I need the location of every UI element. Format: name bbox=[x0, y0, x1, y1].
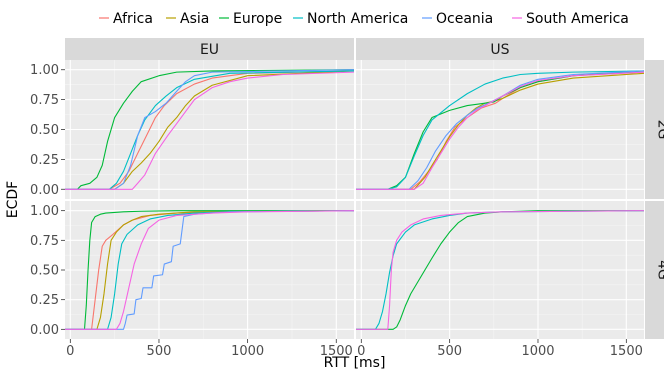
y-tick-label: 0.50 bbox=[30, 264, 59, 279]
legend-item-south-america: South America bbox=[512, 11, 629, 27]
legend-label-europe: Europe bbox=[233, 11, 282, 27]
legend-item-europe: Europe bbox=[219, 11, 282, 27]
x-tick-label: 1000 bbox=[231, 344, 264, 359]
series-line-south-america bbox=[356, 71, 645, 190]
legend-label-south-america: South America bbox=[526, 11, 629, 27]
legend-label-north-america: North America bbox=[307, 11, 408, 27]
x-axis-ticks-us: 0 500 1000 1500 bbox=[357, 339, 643, 359]
series-line-north-america bbox=[65, 210, 355, 330]
panel-us-4g bbox=[356, 201, 645, 339]
x-axis-title: RTT [ms] bbox=[324, 355, 386, 370]
strip-row-4g: 4G bbox=[645, 201, 664, 339]
series-line-north-america bbox=[65, 70, 355, 190]
x-tick-label: 500 bbox=[437, 344, 462, 359]
y-tick-label: 0.75 bbox=[30, 93, 59, 108]
strip-column-eu: EU bbox=[65, 38, 354, 60]
series-line-south-america bbox=[65, 71, 355, 190]
series-line-europe bbox=[65, 69, 355, 190]
series-line-oceania bbox=[65, 210, 355, 330]
series-line-asia bbox=[65, 210, 355, 330]
series-line-north-america bbox=[356, 70, 645, 190]
x-tick-label: 0 bbox=[66, 344, 74, 359]
y-tick-label: 0.25 bbox=[30, 293, 59, 308]
y-tick-label: 1.00 bbox=[30, 204, 59, 219]
panel-eu-4g bbox=[65, 201, 355, 339]
series-line-oceania bbox=[356, 70, 645, 190]
strip-bg-us bbox=[356, 38, 644, 60]
x-tick-label: 500 bbox=[147, 344, 172, 359]
series-line-africa bbox=[65, 70, 355, 190]
panel-us-2g bbox=[356, 60, 645, 199]
series-line-south-america bbox=[356, 210, 645, 330]
strip-label-eu: EU bbox=[200, 42, 219, 58]
series-line-south-america bbox=[65, 210, 355, 330]
x-tick-label: 1000 bbox=[521, 344, 554, 359]
x-tick-label: 1500 bbox=[610, 344, 643, 359]
y-tick-label: 0.50 bbox=[30, 123, 59, 138]
legend-item-oceania: Oceania bbox=[422, 11, 493, 27]
y-tick-label: 1.00 bbox=[30, 63, 59, 78]
strip-bg-eu bbox=[65, 38, 354, 60]
legend-label-oceania: Oceania bbox=[436, 11, 493, 27]
legend-item-africa: Africa bbox=[99, 11, 153, 27]
x-axis-ticks-eu: 0 500 1000 1500 bbox=[66, 339, 353, 359]
y-tick-label: 0.75 bbox=[30, 234, 59, 249]
series-line-oceania bbox=[65, 69, 355, 190]
x-tick-label: 0 bbox=[357, 344, 365, 359]
strip-label-4g: 4G bbox=[655, 260, 664, 280]
y-tick-label: 0.00 bbox=[30, 183, 59, 198]
y-tick-label: 0.25 bbox=[30, 153, 59, 168]
legend-item-asia: Asia bbox=[166, 11, 209, 27]
strip-bg-4g bbox=[645, 201, 664, 339]
legend-label-asia: Asia bbox=[180, 11, 209, 27]
y-axis-title: ECDF bbox=[5, 181, 21, 218]
panel-eu-2g bbox=[65, 60, 355, 199]
panels bbox=[65, 60, 645, 339]
legend-label-africa: Africa bbox=[113, 11, 153, 27]
y-axis-ticks-4g: 0.00 0.25 0.50 0.75 1.00 bbox=[30, 204, 65, 338]
y-axis-ticks-2g: 0.00 0.25 0.50 0.75 1.00 bbox=[30, 63, 65, 198]
y-tick-label: 0.00 bbox=[30, 323, 59, 338]
series-line-europe bbox=[65, 210, 354, 330]
series-line-asia bbox=[65, 70, 355, 190]
strip-column-us: US bbox=[356, 38, 644, 60]
strip-label-2g: 2G bbox=[655, 120, 664, 140]
strip-label-us: US bbox=[490, 42, 509, 58]
strip-bg-2g bbox=[645, 60, 664, 199]
legend-item-north-america: North America bbox=[293, 11, 408, 27]
strip-row-2g: 2G bbox=[645, 60, 664, 199]
legend: Africa Asia Europe North America Oceania… bbox=[99, 11, 629, 27]
x-tick-label: 1500 bbox=[320, 344, 353, 359]
